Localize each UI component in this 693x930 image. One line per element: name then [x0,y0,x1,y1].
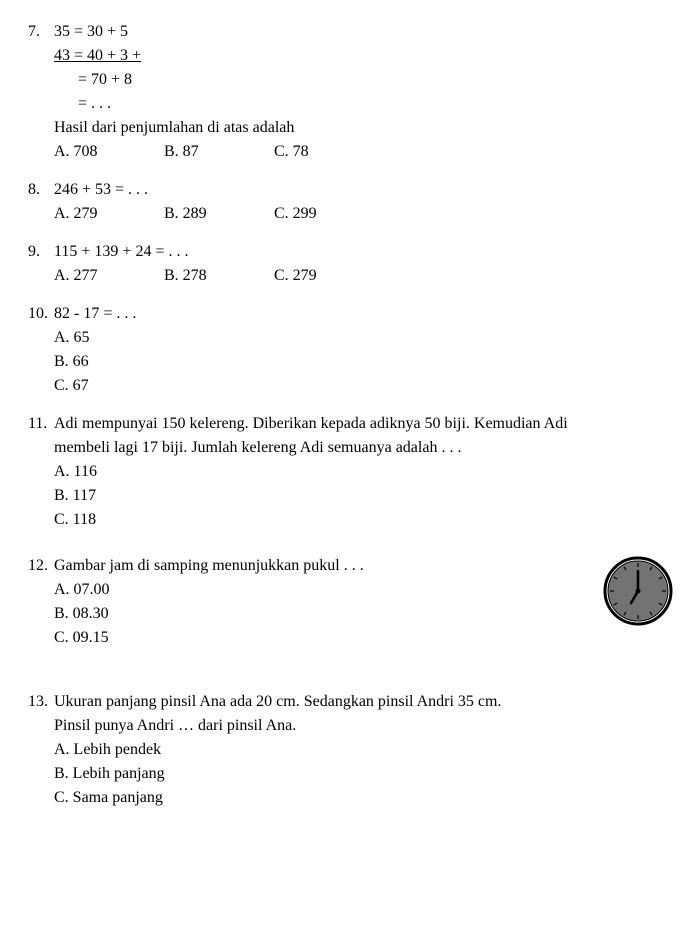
q12-text-line1: Gambar jam di samping menunjukkan pukul … [54,554,364,578]
q7-option-a: A. 708 [54,140,164,164]
q7-eq-line2: 43 = 40 + 3 + [54,44,673,68]
q10-option-a: A. 65 [54,326,673,350]
q12-option-b: B. 08.30 [54,602,583,626]
q9-option-c: C. 279 [274,264,384,288]
q11-option-b: B. 117 [54,484,673,508]
q9-eq-line1: 115 + 139 + 24 = . . . [54,240,188,264]
q10-option-b: B. 66 [54,350,673,374]
question-10: 10. 82 - 17 = . . . A. 65 B. 66 C. 67 [28,302,673,398]
q11-option-a: A. 116 [54,460,673,484]
question-9: 9. 115 + 139 + 24 = . . . A. 277 B. 278 … [28,240,673,288]
q7-options: A. 708 B. 87 C. 78 [54,140,673,164]
q12-number: 12. [28,554,54,578]
q7-option-c: C. 78 [274,140,384,164]
q13-option-b: B. Lebih panjang [54,762,673,786]
q9-options: A. 277 B. 278 C. 279 [54,264,673,288]
q9-option-b: B. 278 [164,264,274,288]
q7-prompt: Hasil dari penjumlahan di atas adalah [54,116,673,140]
q8-number: 8. [28,178,54,202]
q11-number: 11. [28,412,54,436]
q10-eq-line1: 82 - 17 = . . . [54,302,136,326]
question-7: 7. 35 = 30 + 5 43 = 40 + 3 + = 70 + 8 = … [28,20,673,164]
q11-text-line1: Adi mempunyai 150 kelereng. Diberikan ke… [54,412,568,436]
q10-option-c: C. 67 [54,374,673,398]
q13-text-line1: Ukuran panjang pinsil Ana ada 20 cm. Sed… [54,690,501,714]
clock-icon [603,556,673,626]
question-13: 13. Ukuran panjang pinsil Ana ada 20 cm.… [28,690,673,810]
q9-number: 9. [28,240,54,264]
q11-option-c: C. 118 [54,508,673,532]
q7-option-b: B. 87 [164,140,274,164]
q8-option-c: C. 299 [274,202,384,226]
q13-option-c: C. Sama panjang [54,786,673,810]
q13-text-line2: Pinsil punya Andri … dari pinsil Ana. [54,714,673,738]
question-8: 8. 246 + 53 = . . . A. 279 B. 289 C. 299 [28,178,673,226]
q9-option-a: A. 277 [54,264,164,288]
clock-image [603,556,673,634]
q7-eq-line4: = . . . [54,92,673,116]
q8-eq-line1: 246 + 53 = . . . [54,178,148,202]
q8-option-b: B. 289 [164,202,274,226]
question-12: 12. Gambar jam di samping menunjukkan pu… [28,554,673,650]
question-11: 11. Adi mempunyai 150 kelereng. Diberika… [28,412,673,532]
q12-option-a: A. 07.00 [54,578,583,602]
q7-number: 7. [28,20,54,44]
q11-text-line2: membeli lagi 17 biji. Jumlah kelereng Ad… [54,436,673,460]
q12-option-c: C. 09.15 [54,626,583,650]
q8-options: A. 279 B. 289 C. 299 [54,202,673,226]
q13-option-a: A. Lebih pendek [54,738,673,762]
q7-eq-line3: = 70 + 8 [54,68,673,92]
q7-eq-line1: 35 = 30 + 5 [54,20,128,44]
q13-number: 13. [28,690,54,714]
q8-option-a: A. 279 [54,202,164,226]
q10-number: 10. [28,302,54,326]
